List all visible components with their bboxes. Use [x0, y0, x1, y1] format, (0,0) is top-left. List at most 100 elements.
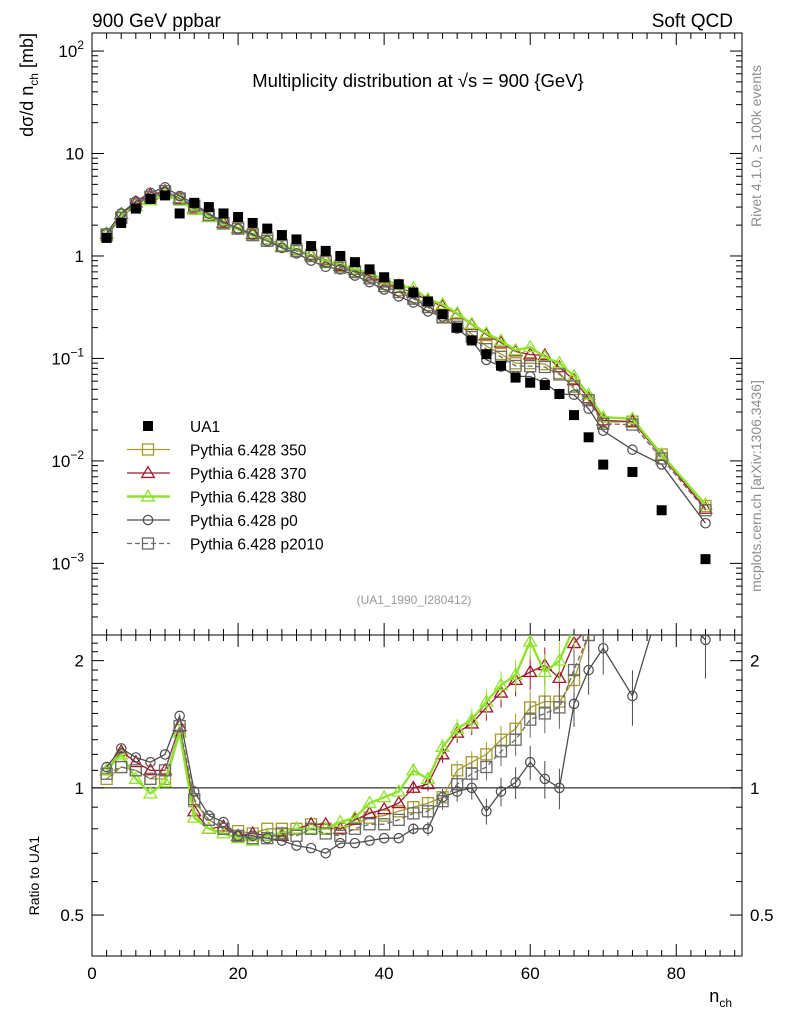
y-tick-label: 10−3 [51, 550, 84, 573]
series-line-4 [106, 190, 706, 511]
ratio-point-1 [699, 574, 712, 585]
legend-marker-2 [140, 488, 156, 502]
series-point-3 [627, 444, 638, 455]
legend-marker-1 [140, 465, 156, 479]
series-line-1 [106, 190, 706, 510]
ratio-series-layer [99, 562, 712, 859]
series-point-4 [231, 222, 245, 235]
y-tick-label: 1 [75, 247, 84, 266]
data-point [189, 197, 200, 208]
ratio-point-2 [391, 783, 407, 797]
data-point [583, 432, 594, 443]
ratio-point-4 [598, 614, 609, 625]
ratio-point-3 [218, 816, 229, 828]
y-tick-label-base: 10 [51, 554, 70, 573]
legend: UA1 Pythia 6.428 350 Pythia 6.428 370 Pythi… [127, 419, 324, 554]
ratio-line-2 [105, 635, 572, 842]
data-point [306, 241, 317, 252]
ratio-point-3 [115, 743, 127, 754]
x-axis-label: nch [709, 986, 732, 1010]
series-point-2 [332, 256, 348, 270]
ratio-point-2 [420, 771, 436, 784]
y-tick-label-exp: 2 [77, 38, 84, 52]
series-point-4 [173, 192, 186, 205]
series-point-2 [464, 316, 480, 329]
data-point [598, 459, 609, 470]
y-tick-label-base: 10 [51, 349, 70, 368]
data-point [218, 208, 229, 219]
ratio-point-1 [597, 599, 610, 610]
ratio-point-4 [538, 707, 551, 720]
x-axis-label-main: n [709, 986, 719, 1006]
legend-label-3: Pythia 6.428 p0 [190, 513, 298, 530]
series-point-4 [567, 380, 581, 393]
ratio-tick-label-left: 2 [75, 652, 84, 671]
series-point-1 [522, 346, 538, 360]
ratio-frame [91, 634, 743, 957]
rivet-version-label: Rivet 4.1.0, ≥ 100k events [748, 65, 764, 227]
series-point-2 [449, 305, 465, 319]
data-point [554, 388, 565, 399]
mcplots-label: mcplots.cern.ch [arXiv:1306.3436] [748, 380, 764, 592]
data-point [116, 217, 127, 228]
series-point-2 [581, 387, 597, 400]
x-tick-label: 20 [229, 964, 248, 983]
ratio-point-3 [524, 756, 536, 768]
ratio-point-2 [186, 810, 202, 823]
ratio-point-2 [274, 825, 290, 839]
ratio-point-4 [231, 829, 245, 842]
ratio-point-3 [510, 777, 521, 788]
ratio-point-0 [261, 822, 274, 835]
ratio-point-4 [261, 832, 274, 845]
legend-marker-data [143, 421, 153, 431]
ratio-point-3 [583, 664, 594, 676]
ratio-point-2 [435, 739, 451, 752]
analysis-label: (UA1_1990_I280412) [357, 593, 472, 607]
legend-marker-0 [141, 443, 155, 456]
ratio-tick-label-right: 0.5 [750, 906, 774, 925]
data-point [247, 217, 258, 228]
ratio-point-3 [554, 782, 565, 794]
ratio-point-3 [481, 806, 492, 817]
data-point [452, 322, 463, 333]
series-point-3 [700, 517, 711, 529]
y-tick-label-exp: −3 [70, 550, 84, 564]
ratio-line-4 [106, 635, 590, 839]
ratio-point-3 [320, 848, 331, 859]
ratio-point-3 [378, 832, 390, 844]
data-point [233, 212, 244, 223]
series-point-4 [538, 360, 551, 374]
header-left: 900 GeV ppbar [92, 11, 222, 32]
ratio-point-1 [522, 664, 538, 678]
series-point-3 [568, 389, 580, 401]
ratio-point-4 [304, 822, 318, 835]
y-tick-label-exp: −2 [70, 448, 84, 462]
ratio-point-2 [157, 774, 173, 788]
ratio-point-3 [145, 756, 156, 768]
ratio-point-1 [376, 801, 392, 815]
ratio-point-4 [392, 813, 405, 826]
ratio-tick-label-left: 1 [75, 779, 84, 798]
data-point [174, 208, 185, 219]
ratio-point-2 [128, 771, 144, 784]
y-axis-label-main: dσ/d n [17, 86, 37, 137]
series-point-2 [478, 325, 494, 339]
ratio-point-3 [247, 830, 258, 842]
ratio-point-2 [626, 562, 639, 573]
data-point [408, 287, 419, 298]
ratio-point-3 [335, 837, 346, 849]
series-point-4 [655, 452, 668, 465]
series-point-2 [186, 202, 202, 216]
ratio-point-4 [582, 635, 595, 642]
ratio-point-3 [101, 761, 112, 773]
ratio-point-3 [568, 698, 580, 710]
ratio-point-2 [405, 762, 421, 776]
ratio-point-4 [246, 832, 259, 845]
ratio-point-4 [275, 827, 289, 840]
ratio-point-4 [290, 829, 303, 842]
ratio-point-1 [142, 762, 158, 776]
legend-label-2: Pythia 6.428 380 [190, 490, 307, 507]
ratio-point-3 [262, 832, 273, 844]
ratio-point-4 [421, 805, 435, 818]
ratio-point-1 [362, 805, 377, 819]
